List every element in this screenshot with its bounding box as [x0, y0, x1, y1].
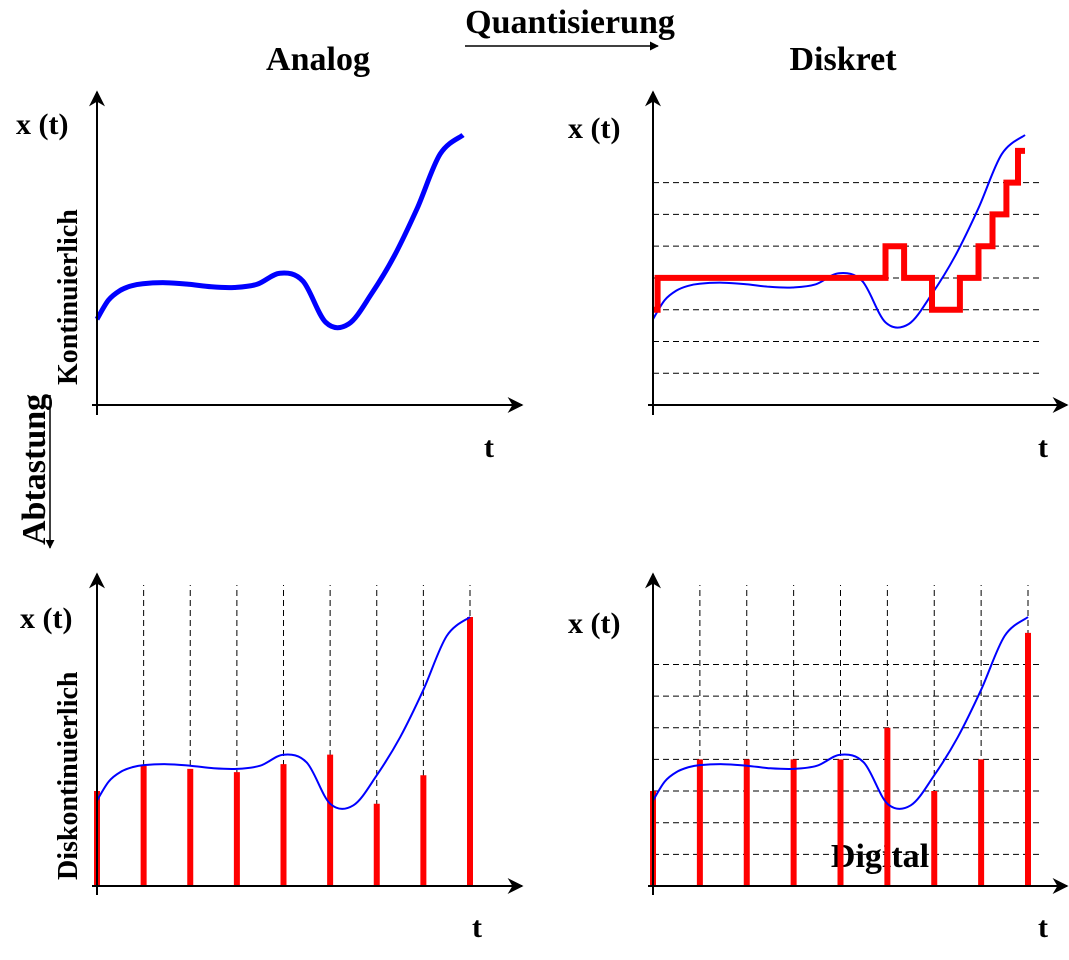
x-axis-label: t [1038, 911, 1048, 944]
x-axis-label: t [484, 431, 494, 464]
signal-curve [652, 134, 1026, 329]
heading-quantisierung: Quantisierung [465, 4, 675, 41]
y-axis-label: x (t) [20, 602, 72, 635]
panel-quantized-continuous: x (t) t [568, 90, 1069, 464]
signal-curve [652, 616, 1029, 810]
quantized-staircase [653, 147, 1025, 313]
heading-digital: Digital [831, 838, 929, 875]
y-axis-label: x (t) [568, 112, 620, 145]
x-axis-label: t [1038, 431, 1048, 464]
x-axis-label: t [472, 911, 482, 944]
heading-diskret: Diskret [789, 41, 897, 78]
panel-analog-continuous: x (t) t Kontinuierlich [16, 90, 524, 464]
signal-curve [94, 132, 465, 331]
heading-analog: Analog [266, 41, 370, 78]
panel-sampled: x (t) t Diskontinuierlich [20, 572, 524, 944]
y-axis-label: x (t) [16, 108, 68, 141]
side-label-diskontinuierlich: Diskontinuierlich [53, 671, 84, 880]
panel-digital: x (t) t [568, 572, 1069, 944]
side-label-kontinuierlich: Kontinuierlich [53, 209, 84, 385]
y-axis-label: x (t) [568, 607, 620, 640]
heading-abtastung: Abtastung [16, 394, 53, 545]
signal-curve [96, 616, 471, 810]
